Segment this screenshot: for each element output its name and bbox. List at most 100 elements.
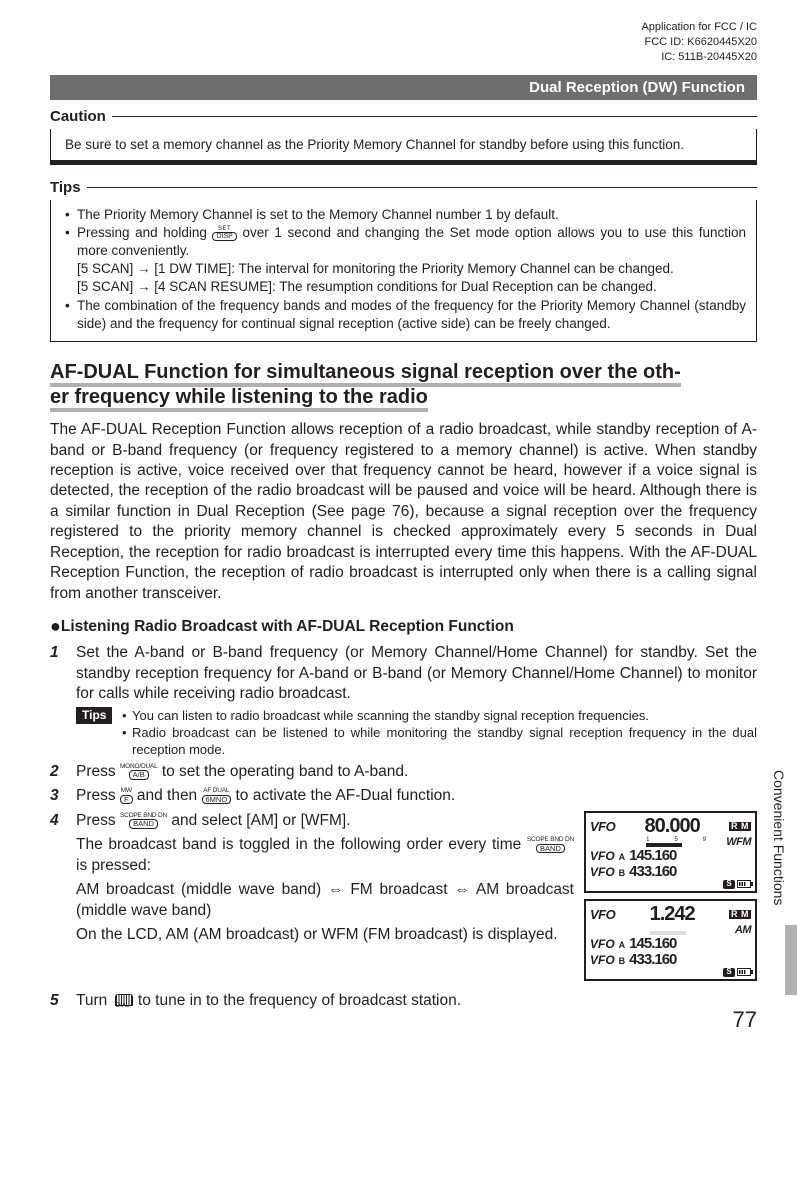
lcd1-s-icon: S — [723, 880, 735, 889]
step-1-text: Set the A-band or B-band frequency (or M… — [76, 643, 757, 704]
band-btn-label: BAND — [129, 819, 158, 829]
six-button-icon: AF DUAL 6MNO — [202, 788, 232, 804]
lcd2-a: A — [619, 941, 626, 950]
lcd1-label-b: VFO — [590, 866, 615, 879]
step-1: Set the A-band or B-band frequency (or M… — [76, 643, 757, 758]
lcd1-meter-icon: 1 5 9 — [646, 839, 706, 847]
step-3b: and then — [137, 787, 202, 804]
app-line-2: FCC ID: K6620445X20 — [50, 35, 757, 50]
dial-icon — [112, 992, 134, 1010]
lcd2-b: B — [619, 957, 626, 966]
lcd2-label-b: VFO — [590, 954, 615, 967]
step-4c: The broadcast band is toggled in the fol… — [76, 836, 527, 853]
step-number: 1 — [50, 643, 76, 758]
step-number: 3 — [50, 786, 76, 806]
lcd1-label-a: VFO — [590, 850, 615, 863]
step-4e: AM broadcast (middle wave band) ⇔ FM bro… — [76, 880, 574, 921]
steps-list: 1 Set the A-band or B-band frequency (or… — [50, 643, 757, 1011]
six-btn-label: 6MNO — [202, 795, 232, 805]
f-button-icon: MW F — [120, 788, 133, 804]
app-line-3: IC: 511B-20445X20 — [50, 50, 757, 65]
disp-button-icon: SET DISP — [212, 226, 236, 241]
section-heading-line2: er frequency while listening to the radi… — [50, 386, 428, 412]
band-btn-label-2: BAND — [536, 844, 565, 854]
step-4b: and select [AM] or [WFM]. — [171, 812, 350, 829]
sub-heading-text: Listening Radio Broadcast with AF-DUAL R… — [61, 618, 514, 635]
lcd-column: VFO 80.000 R M 159 WFM VFOA145.160 — [584, 811, 757, 987]
lcd2-s-icon: S — [723, 968, 735, 977]
f-btn-top: MW — [120, 788, 133, 795]
step-4: Press SCOPE BND DN BAND and select [AM] … — [76, 811, 757, 987]
bullet-dot: • — [65, 206, 77, 224]
tips-item-2-sub2: [5 SCAN] → [4 SCAN RESUME]: The resumpti… — [65, 278, 746, 296]
tips-item-2a: Pressing and holding — [77, 225, 212, 240]
six-btn-top: AF DUAL — [202, 788, 232, 795]
caution-heading: Caution — [50, 108, 757, 125]
step-1-tip-2: Radio broadcast can be listened to while… — [132, 724, 757, 758]
sub-heading: ●Listening Radio Broadcast with AF-DUAL … — [50, 616, 757, 637]
lcd1-mode: WFM — [726, 837, 751, 849]
lcd1-t9: 9 — [703, 837, 706, 843]
lcd1-rm: R M — [729, 822, 751, 831]
lcd2-freq-b: 433.160 — [629, 952, 676, 968]
tips-item-2-sub1: [5 SCAN] → [1 DW TIME]: The interval for… — [65, 260, 746, 278]
step-4-text: Press SCOPE BND DN BAND and select [AM] … — [76, 811, 574, 987]
tips-box: • The Priority Memory Channel is set to … — [50, 200, 757, 343]
step-4a: Press — [76, 812, 120, 829]
step-2b: to set the operating band to A-band. — [162, 763, 408, 780]
step-1-tips: •You can listen to radio broadcast while… — [122, 707, 757, 758]
page-number: 77 — [733, 1007, 757, 1033]
sub-heading-bullet: ● — [50, 616, 61, 636]
step-2a: Press — [76, 763, 120, 780]
step-3c: to activate the AF-Dual function. — [235, 787, 455, 804]
lcd2-mode: AM — [735, 925, 751, 937]
app-line-1: Application for FCC / IC — [50, 20, 757, 35]
f-btn-label: F — [120, 795, 133, 805]
lcd1-vfo: VFO — [590, 820, 615, 834]
ab-button-icon: MONO/DUAL A/B — [120, 764, 158, 780]
lcd-display-2: VFO 1.242 R M AM VFOA145.160 VFOB433.160… — [584, 899, 757, 981]
side-tab: Convenient Functions — [775, 770, 797, 970]
step-number: 5 — [50, 991, 76, 1011]
step-number: 2 — [50, 762, 76, 782]
main-paragraph: The AF-DUAL Reception Function allows re… — [50, 420, 757, 604]
step-3a: Press — [76, 787, 120, 804]
tips-pill: Tips — [76, 707, 112, 725]
tips-item-2: Pressing and holding SET DISP over 1 sec… — [77, 224, 746, 260]
lcd2-rm: R M — [729, 910, 751, 919]
lcd-display-1: VFO 80.000 R M 159 WFM VFOA145.160 — [584, 811, 757, 893]
tips-item-1: The Priority Memory Channel is set to th… — [77, 206, 746, 224]
step-1-tip-1: You can listen to radio broadcast while … — [132, 707, 649, 724]
side-tab-marker — [785, 925, 797, 995]
band-btn-top-2: SCOPE BND DN — [527, 837, 574, 844]
tips-item-3: The combination of the frequency bands a… — [77, 297, 746, 333]
lcd1-battery-icon — [737, 880, 751, 888]
lcd1-freq-b: 433.160 — [629, 864, 676, 880]
step-2: Press MONO/DUAL A/B to set the operating… — [76, 762, 757, 782]
lcd1-t5: 5 — [674, 837, 677, 843]
section-heading-line1: AF-DUAL Function for simultaneous signal… — [50, 361, 681, 387]
lcd1-a: A — [619, 853, 626, 862]
tips-heading: Tips — [50, 179, 757, 196]
lcd2-freq-a: 145.160 — [629, 936, 676, 952]
tips-heading-text: Tips — [50, 179, 81, 196]
lcd1-freq: 80.000 — [645, 816, 700, 837]
section-heading: AF-DUAL Function for simultaneous signal… — [50, 360, 757, 410]
bullet-dot: • — [65, 297, 77, 333]
lcd2-freq: 1.242 — [615, 904, 729, 925]
band-button-icon: SCOPE BND DN BAND — [120, 813, 167, 829]
step-4d: is pressed: — [76, 857, 151, 874]
band-button-icon-2: SCOPE BND DN BAND — [527, 837, 574, 853]
caution-box: Be sure to set a memory channel as the P… — [50, 129, 757, 165]
ab-btn-label: A/B — [129, 770, 149, 780]
lcd1-b: B — [619, 869, 626, 878]
caution-heading-text: Caution — [50, 108, 106, 125]
lcd1-t1: 1 — [646, 837, 649, 843]
bullet-dot: • — [65, 224, 77, 260]
disp-btn-top: SET — [212, 226, 236, 232]
step-5: Turn to tune in to the frequency of broa… — [76, 991, 757, 1011]
step-5a: Turn — [76, 992, 112, 1009]
step-number: 4 — [50, 811, 76, 987]
step-3: Press MW F and then AF DUAL 6MNO to acti… — [76, 786, 757, 806]
section-banner: Dual Reception (DW) Function — [50, 75, 757, 100]
